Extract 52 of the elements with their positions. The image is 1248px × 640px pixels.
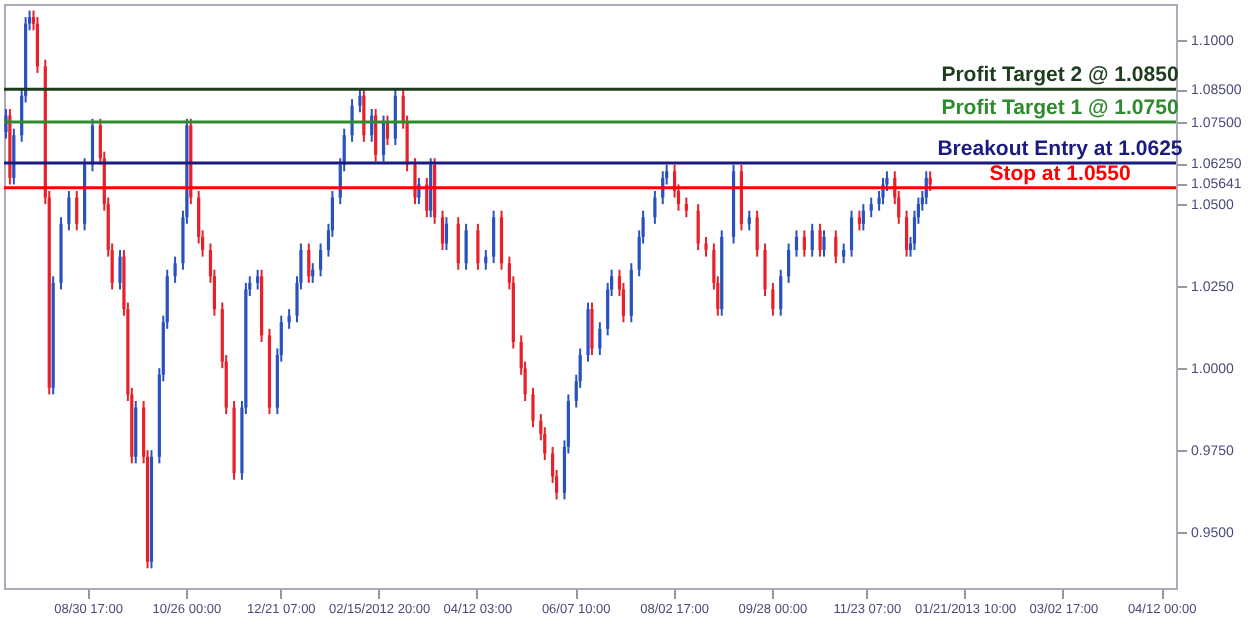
candlestick (499, 209, 504, 271)
candlestick (35, 16, 40, 74)
candlestick (822, 229, 826, 258)
candlestick (747, 209, 751, 232)
candlestick (869, 196, 873, 219)
candlestick (75, 190, 79, 232)
candlestick (881, 176, 885, 206)
candlestick (319, 242, 323, 278)
candlestick (256, 268, 260, 291)
candlestick (763, 242, 767, 297)
candlestick (590, 301, 594, 357)
candlestick (684, 196, 688, 219)
candlestick (67, 190, 71, 232)
candlestick (905, 209, 909, 258)
ref-line-label: Profit Target 2 @ 1.0850 (941, 63, 1179, 88)
candlestick (440, 209, 445, 252)
candlestick (417, 176, 421, 206)
candlestick (653, 190, 657, 225)
candlestick (444, 216, 449, 252)
candlestick (307, 242, 311, 284)
candlestick (173, 255, 177, 284)
candlestick (531, 386, 535, 429)
candlestick (586, 301, 590, 363)
candlestick (696, 203, 700, 252)
candlestick (787, 242, 791, 284)
candlestick (861, 203, 865, 232)
candlestick (598, 321, 602, 357)
candlestick (849, 209, 854, 258)
candlestick (810, 222, 814, 258)
candlestick (857, 209, 861, 232)
candlestick (771, 281, 775, 317)
ref-line-label: Profit Target 1 @ 1.0750 (941, 96, 1179, 121)
candlestick (818, 222, 822, 258)
candlestick (358, 88, 362, 114)
candlestick (794, 229, 799, 258)
ref-line-label: Breakout Entry at 1.0625 (937, 137, 1183, 162)
candlestick (476, 222, 480, 271)
candlestick (629, 262, 633, 324)
candlestick (350, 98, 354, 143)
candlestick (755, 209, 759, 258)
candlestick (4, 107, 8, 140)
candlestick (834, 229, 838, 265)
candlestick (779, 268, 783, 317)
candlestick (456, 216, 460, 271)
candlestick (802, 229, 806, 258)
candlestick (464, 222, 468, 271)
candlestick (492, 209, 496, 265)
candlestick (842, 242, 846, 265)
ref-line-label: Stop at 1.0550 (989, 161, 1131, 186)
candlestick (413, 157, 417, 206)
candlestick (704, 235, 708, 258)
candlestick (118, 249, 122, 291)
